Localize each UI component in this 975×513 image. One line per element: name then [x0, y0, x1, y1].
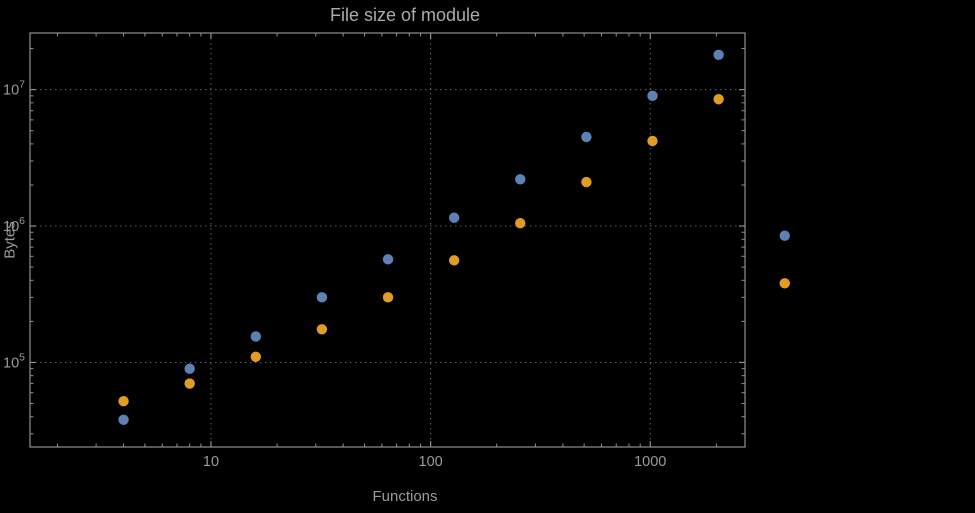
- data-point-series-orange: [779, 278, 790, 289]
- data-point-series-blue: [713, 49, 724, 60]
- data-point-series-blue: [581, 131, 592, 143]
- chart-title: File size of module: [329, 5, 481, 25]
- data-point-series-orange: [647, 135, 658, 147]
- data-point-series-blue: [382, 254, 394, 265]
- data-point-series-blue: [515, 174, 526, 185]
- data-point-series-orange: [581, 176, 592, 188]
- data-point-series-blue: [448, 212, 460, 223]
- y-tick-label: 107: [3, 79, 25, 99]
- data-point-series-blue: [250, 331, 261, 342]
- data-point-series-blue: [118, 414, 129, 425]
- data-point-series-orange: [448, 255, 460, 266]
- x-tick-label: 100: [419, 454, 443, 470]
- x-tick-label: 10: [203, 454, 219, 470]
- data-point-series-orange: [515, 217, 526, 229]
- plot-frame: [29, 32, 746, 448]
- data-point-series-blue: [316, 292, 328, 303]
- x-axis-label: Functions: [372, 488, 438, 505]
- data-point-series-orange: [250, 351, 261, 363]
- data-point-series-blue: [184, 363, 195, 374]
- data-point-series-blue: [779, 230, 790, 241]
- data-point-series-orange: [713, 94, 724, 105]
- data-point-series-orange: [118, 395, 129, 407]
- data-point-series-orange: [316, 324, 328, 335]
- x-tick-label: 1000: [634, 454, 666, 470]
- data-point-series-orange: [184, 378, 195, 389]
- data-point-series-orange: [382, 292, 394, 303]
- data-point-series-blue: [647, 90, 658, 102]
- y-tick-label: 106: [3, 215, 25, 235]
- y-tick-label: 105: [3, 351, 25, 371]
